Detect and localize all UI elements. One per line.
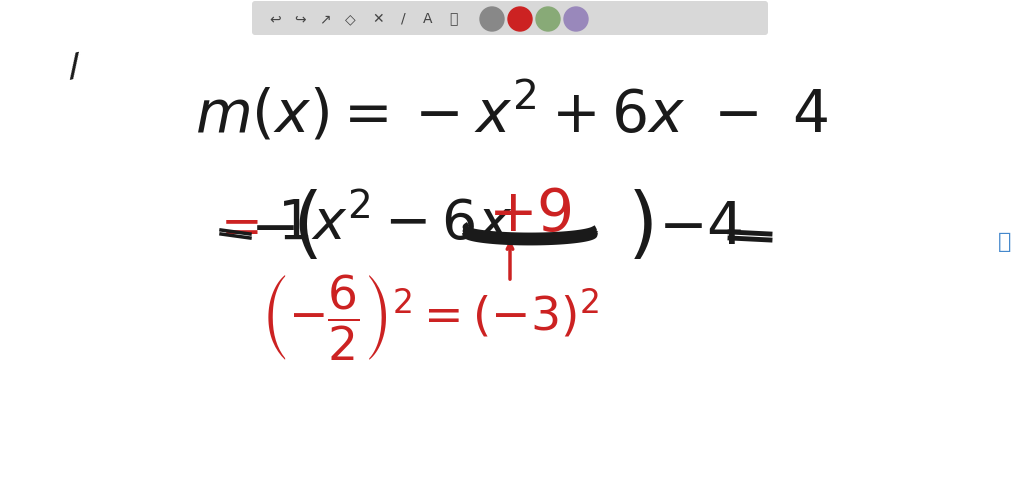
Text: ◇: ◇ xyxy=(345,12,355,26)
Text: $($: $($ xyxy=(292,189,318,265)
Circle shape xyxy=(508,7,532,31)
Text: $-$: $-$ xyxy=(250,199,294,255)
Text: ●: ● xyxy=(570,12,582,26)
Text: $=$: $=$ xyxy=(211,203,259,251)
Text: ↪: ↪ xyxy=(294,12,306,26)
Text: $\left(-\dfrac{6}{2}\right)^2 = (-3)^2$: $\left(-\dfrac{6}{2}\right)^2 = (-3)^2$ xyxy=(261,272,599,362)
Text: 🎤: 🎤 xyxy=(998,232,1012,252)
FancyBboxPatch shape xyxy=(252,1,768,35)
Text: ✕: ✕ xyxy=(372,12,384,26)
Text: $m(x) = -x^2 + 6x\ -\ 4$: $m(x) = -x^2 + 6x\ -\ 4$ xyxy=(196,80,828,144)
Text: /: / xyxy=(66,52,84,82)
Text: $+9$: $+9$ xyxy=(488,186,572,242)
Text: ↗: ↗ xyxy=(319,12,331,26)
Circle shape xyxy=(564,7,588,31)
Circle shape xyxy=(536,7,560,31)
Text: ↩: ↩ xyxy=(269,12,281,26)
Text: ●: ● xyxy=(542,12,554,26)
Text: 🖼: 🖼 xyxy=(449,12,457,26)
Circle shape xyxy=(480,7,504,31)
Text: ●: ● xyxy=(514,12,526,26)
Text: ●: ● xyxy=(486,12,498,26)
Text: /: / xyxy=(400,12,406,26)
Text: $1x^2 - 6x$: $1x^2 - 6x$ xyxy=(278,196,513,252)
Text: $-4$: $-4$ xyxy=(657,199,742,255)
Text: $)$: $)$ xyxy=(627,189,653,265)
Text: A: A xyxy=(423,12,433,26)
